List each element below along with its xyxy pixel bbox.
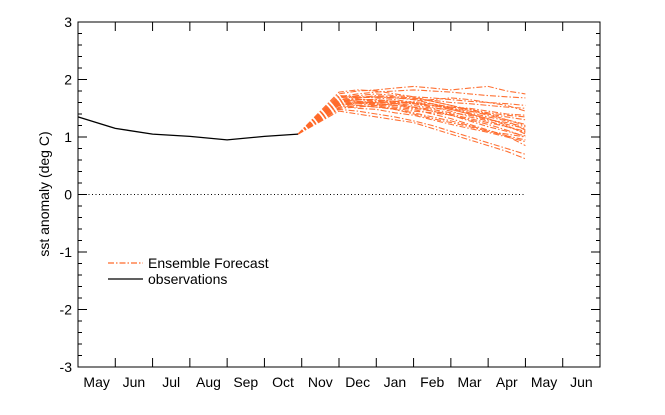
legend-forecast-label: Ensemble Forecast: [148, 255, 269, 271]
y-tick-labels: -3 -2 -1 0 1 2 3: [60, 14, 73, 375]
forecast-member-line: [297, 100, 526, 135]
forecast-member-line: [297, 101, 526, 138]
forecast-member-line: [297, 85, 526, 135]
forecast-member-line: [297, 89, 526, 135]
forecast-member-line: [297, 108, 526, 155]
axis-ticks: [77, 21, 601, 368]
x-tick-label: Jul: [162, 374, 180, 390]
forecast-member-line: [297, 104, 526, 143]
x-tick-label: Jun: [570, 374, 593, 390]
x-tick-label: Nov: [308, 374, 333, 390]
forecast-member-line: [297, 95, 526, 135]
x-tick-label: May: [531, 374, 557, 390]
y-tick-label: 0: [64, 187, 72, 203]
y-tick-label: -2: [60, 302, 73, 318]
ensemble-forecast-series: [297, 85, 526, 160]
y-tick-label: 1: [64, 129, 72, 145]
legend-observations-label: observations: [148, 271, 227, 287]
x-tick-labels: May Jun Jul Aug Sep Oct Nov Dec Jan Feb Mar Apr May J…: [83, 374, 592, 390]
forecast-member-line: [297, 101, 526, 147]
observations-line: [77, 116, 299, 141]
forecast-member-line: [297, 98, 526, 135]
x-tick-label: Dec: [345, 374, 370, 390]
plot-frame: [77, 21, 601, 368]
x-tick-label: Sep: [233, 374, 258, 390]
forecast-member-line: [297, 89, 526, 135]
forecast-member-line: [297, 110, 526, 160]
x-tick-label: Aug: [196, 374, 221, 390]
x-tick-label: Oct: [272, 374, 294, 390]
x-tick-label: Mar: [457, 374, 481, 390]
legend: Ensemble Forecast observations: [108, 255, 269, 287]
forecast-member-line: [297, 99, 526, 135]
forecast-member-line: [297, 96, 526, 135]
y-tick-label: 3: [64, 14, 72, 30]
y-tick-label: 2: [64, 72, 72, 88]
forecast-member-line: [297, 100, 526, 137]
x-tick-label: Jan: [384, 374, 407, 390]
x-tick-label: Jun: [123, 374, 146, 390]
y-tick-label: -3: [60, 359, 73, 375]
x-tick-label: Feb: [420, 374, 444, 390]
y-axis-title: sst anomaly (deg C): [36, 131, 52, 256]
x-tick-label: May: [83, 374, 109, 390]
x-tick-label: Apr: [496, 374, 518, 390]
y-tick-label: -1: [60, 244, 73, 260]
forecast-member-line: [297, 97, 526, 135]
